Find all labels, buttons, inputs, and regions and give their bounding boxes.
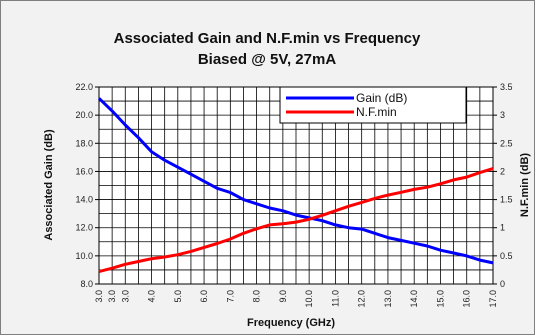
x-tick-label: 3.0 — [120, 290, 130, 303]
y-tick-label-right: 3.5 — [500, 82, 513, 92]
x-tick-label: 9.0 — [278, 290, 288, 303]
y-tick-label-right: 0 — [500, 279, 505, 289]
y-axis-label-right: N.F.min (dB) — [519, 153, 531, 217]
x-tick-label: 15.0 — [435, 290, 445, 308]
y-tick-label-left: 18.0 — [75, 138, 93, 148]
y-tick-label-right: 0.5 — [500, 251, 513, 261]
y-tick-label-right: 2 — [500, 166, 505, 176]
y-tick-label-left: 16.0 — [75, 166, 93, 176]
x-tick-label: 17.0 — [488, 290, 498, 308]
x-tick-label: 5.0 — [173, 290, 183, 303]
x-tick-label: 11.0 — [330, 290, 340, 307]
y-tick-label-left: 22.0 — [75, 82, 93, 92]
y-tick-label-left: 14.0 — [75, 195, 93, 205]
x-tick-label: 7.0 — [225, 290, 235, 303]
x-tick-label: 6.0 — [199, 290, 209, 303]
nfmin-series-line — [98, 167, 494, 274]
chart-subtitle: Biased @ 5V, 27mA — [198, 51, 336, 68]
y-tick-label-right: 2.5 — [500, 138, 513, 148]
y-tick-label-right: 3 — [500, 110, 505, 120]
legend-box — [279, 86, 467, 124]
x-tick-label: 3.0 — [94, 290, 104, 303]
x-tick-label: 13.0 — [383, 290, 393, 308]
x-tick-label: 14.0 — [409, 290, 419, 308]
x-tick-label: 16.0 — [462, 290, 472, 308]
x-tick-label: 12.0 — [357, 290, 367, 308]
y-axis-label-left: Associated Gain (dB) — [43, 129, 55, 241]
y-tick-label-left: 10.0 — [75, 251, 93, 261]
gain-series-line — [97, 97, 494, 265]
y-tick-label-left: 20.0 — [75, 110, 93, 120]
y-tick-label-left: 8.0 — [80, 279, 93, 289]
x-tick-label: 4.0 — [147, 290, 157, 303]
x-tick-label: 3.0 — [107, 290, 117, 303]
y-tick-label-right: 1 — [500, 223, 505, 233]
y-tick-label-left: 12.0 — [75, 223, 93, 233]
legend-entry: N.F.min — [356, 105, 397, 119]
legend-entry: Gain (dB) — [356, 91, 407, 105]
x-tick-label: 10.0 — [304, 290, 314, 308]
x-tick-label: 8.0 — [252, 290, 262, 303]
chart-title: Associated Gain and N.F.min vs Frequency — [114, 30, 421, 47]
y-tick-label-right: 1.5 — [500, 195, 513, 205]
x-axis-label: Frequency (GHz) — [247, 317, 335, 329]
